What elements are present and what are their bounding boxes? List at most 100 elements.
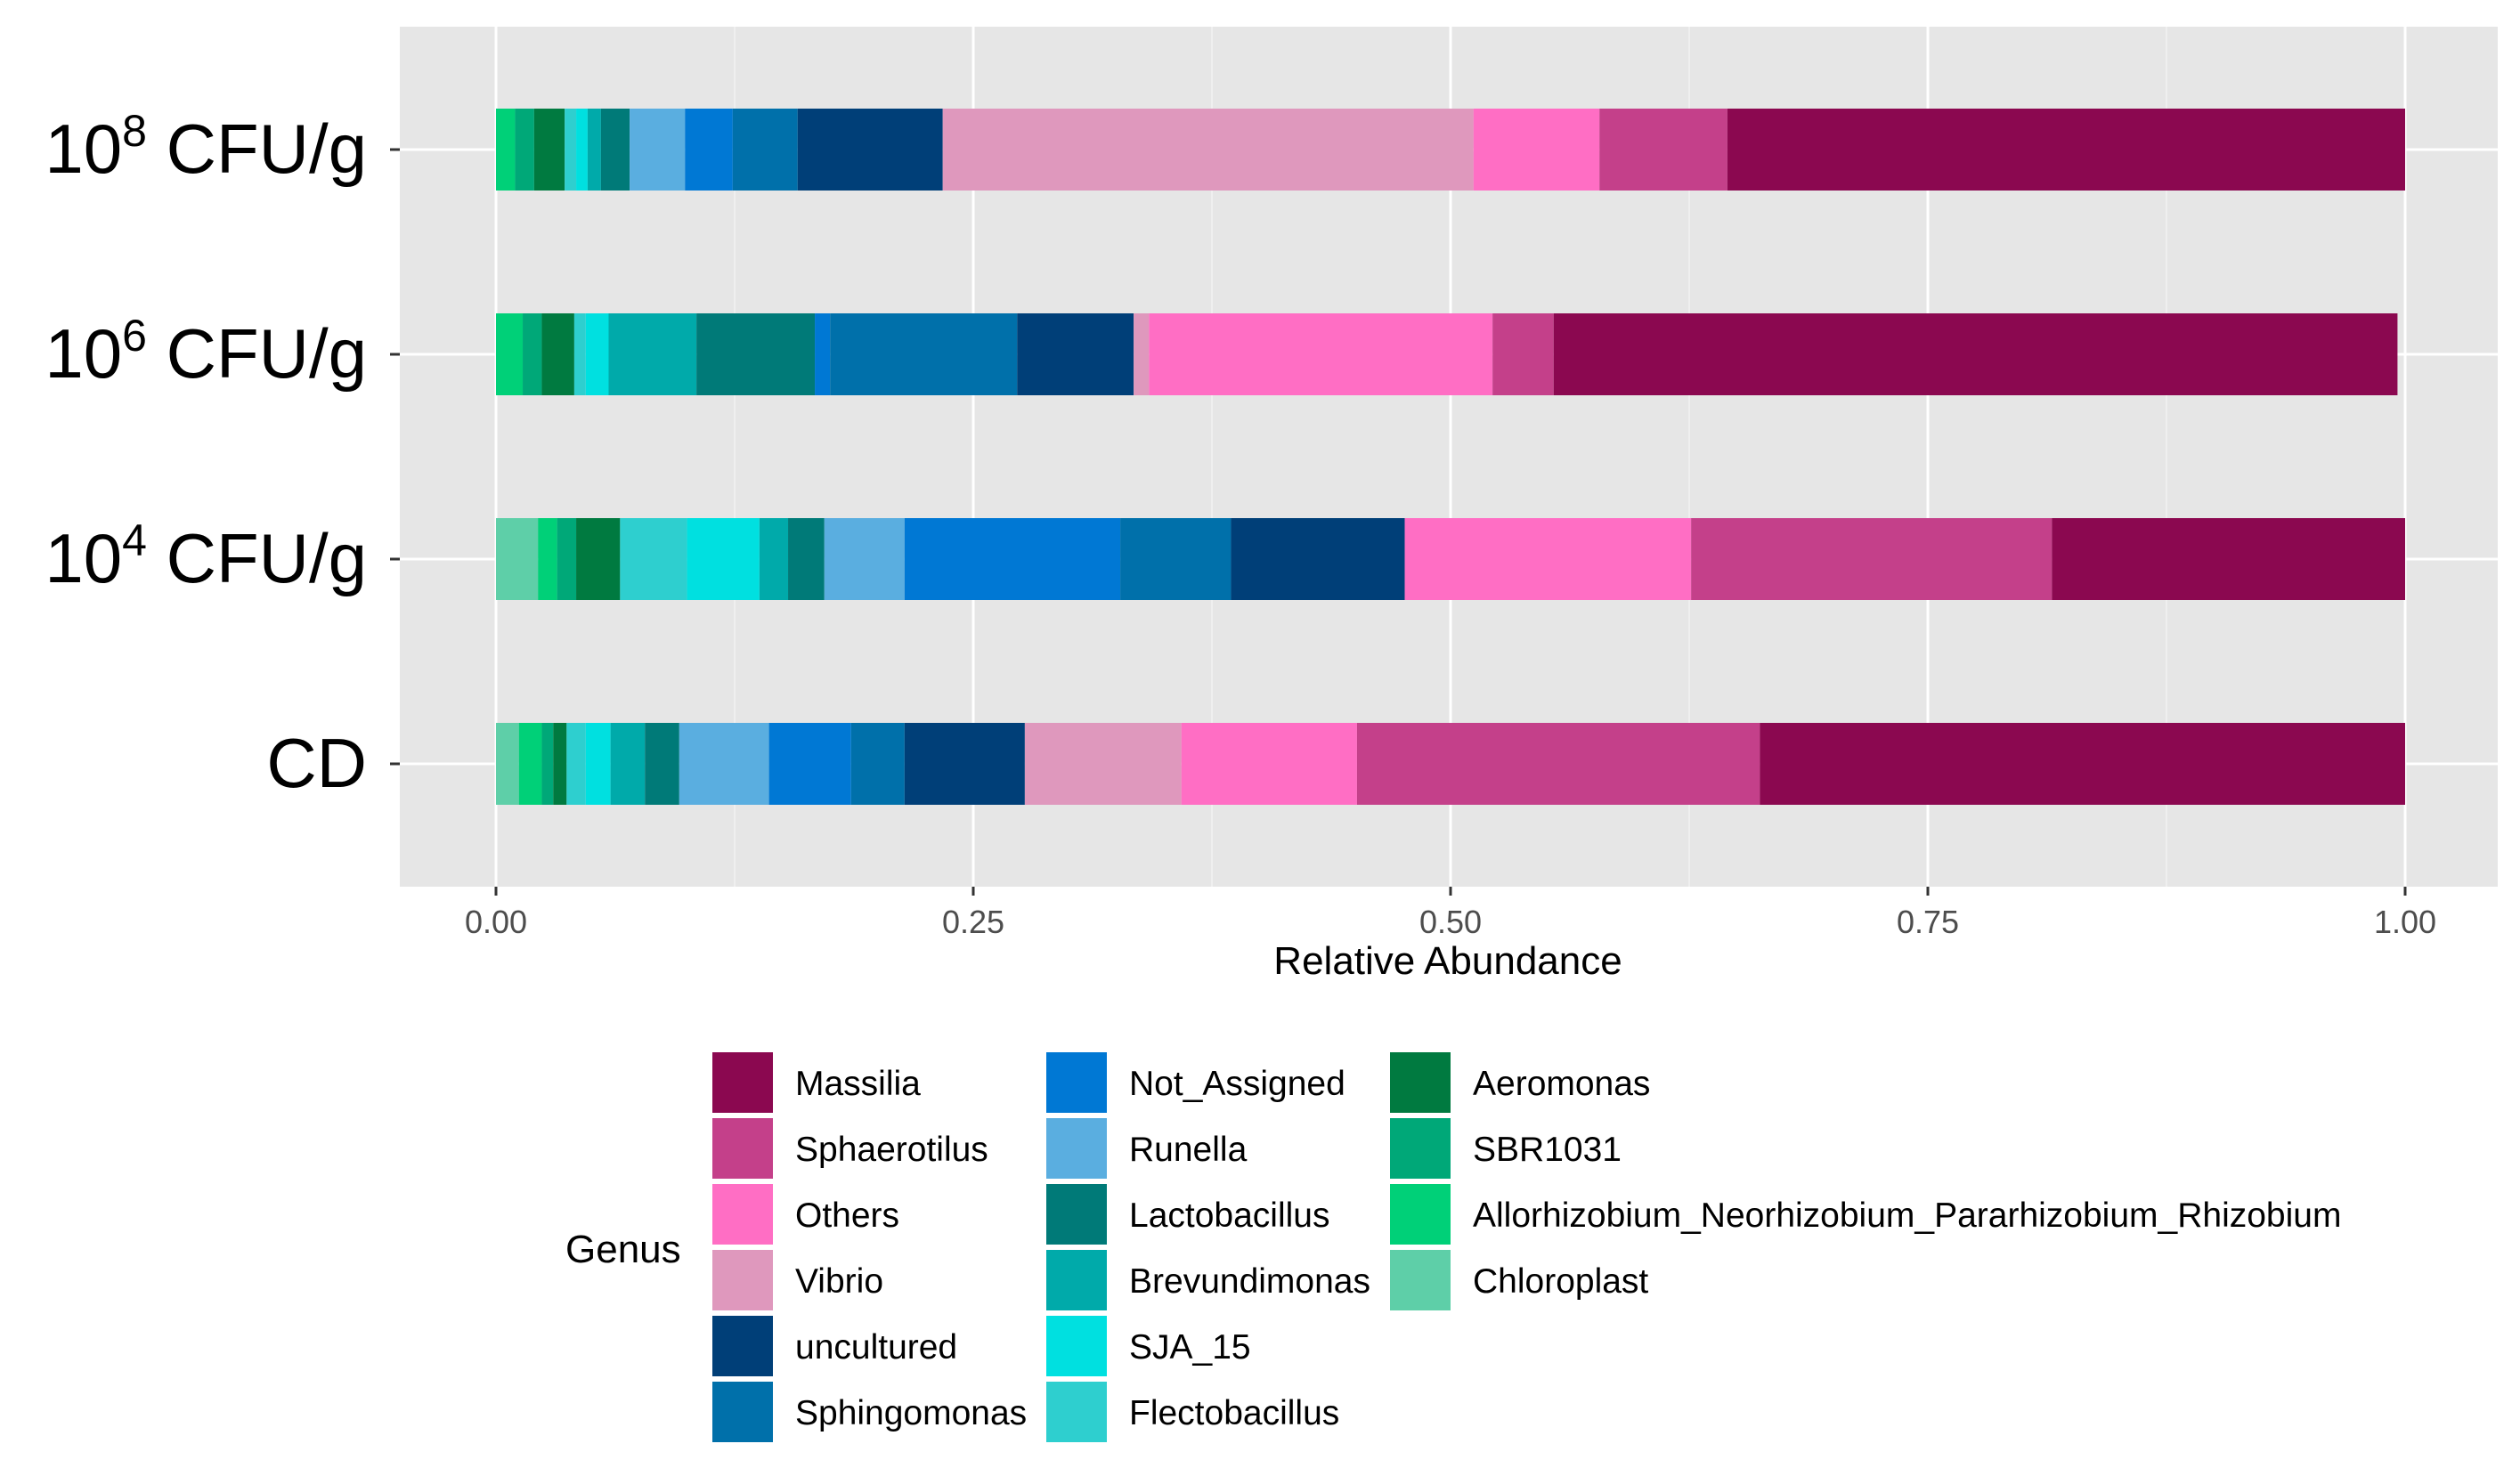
bar-segment-flectobacillus [566, 723, 586, 805]
bar-segment-sphingomonas [830, 313, 1018, 395]
bar-segment-others [1149, 313, 1493, 395]
bar-segment-runella [679, 723, 769, 805]
bar-segment-sphaerotilus [1691, 518, 2053, 600]
bar-segment-sphingomonas [732, 109, 798, 191]
y-category-label: CD [266, 724, 367, 802]
bar-segment-sphaerotilus [1599, 109, 1727, 191]
bar-segment-sbr1031 [541, 723, 554, 805]
bar-segment-others [1181, 723, 1357, 805]
bar-segment-allorhizobium-neorhizobium-pararhizobium-rhizobium [538, 518, 557, 600]
legend-label-flectobacillus: Flectobacillus [1129, 1394, 1339, 1432]
legend-key-sphaerotilus [712, 1118, 773, 1179]
bar-segment-uncultured [1017, 313, 1134, 395]
legend-key-brevundimonas [1046, 1250, 1107, 1310]
x-tick-label: 1.00 [2374, 904, 2436, 940]
bar-segment-sbr1031 [515, 109, 534, 191]
bar-segment-vibrio [1134, 313, 1150, 395]
bar-segment-aeromonas [541, 313, 574, 395]
bar-segment-uncultured [904, 723, 1025, 805]
bar-segment-sphingomonas [850, 723, 905, 805]
legend-key-not-assigned [1046, 1052, 1107, 1113]
bar-segments [496, 109, 2405, 805]
x-tick-label: 0.25 [942, 904, 1004, 940]
bar-segment-not-assigned [768, 723, 851, 805]
legend-label-vibrio: Vibrio [795, 1262, 883, 1301]
bar-segment-others [1473, 109, 1600, 191]
bar-segment-uncultured [797, 109, 943, 191]
legend-key-sbr1031 [1390, 1118, 1451, 1179]
bar-segment-uncultured [1231, 518, 1405, 600]
legend-key-lactobacillus [1046, 1184, 1107, 1245]
bar-segment-sphaerotilus [1492, 313, 1554, 395]
bar-segment-others [1404, 518, 1692, 600]
bar-segment-not-assigned [815, 313, 831, 395]
legend-key-aeromonas [1390, 1052, 1451, 1113]
bar-segment-massilia [1760, 723, 2405, 805]
y-category-label: 106 CFU/g [45, 311, 367, 393]
bar-segment-chloroplast [496, 518, 539, 600]
legend-label-sbr1031: SBR1031 [1473, 1131, 1622, 1169]
bar-segment-brevundimonas [759, 518, 789, 600]
bar-segment-not-assigned [685, 109, 733, 191]
bar-segment-flectobacillus [573, 313, 586, 395]
legend: Genus Massilia Sphaerotilus Others Vibrio unc… [565, 1052, 2341, 1442]
legend-label-others: Others [795, 1196, 899, 1235]
legend-label-uncultured: uncultured [795, 1328, 957, 1367]
legend-label-sphingomonas: Sphingomonas [795, 1394, 1027, 1432]
legend-key-uncultured [712, 1316, 773, 1376]
bar-segment-flectobacillus [565, 109, 577, 191]
x-axis-label: Relative Abundance [1273, 939, 1622, 983]
legend-label-aeromonas: Aeromonas [1473, 1065, 1650, 1103]
bar-segment-aeromonas [576, 518, 621, 600]
bar-segment-aeromonas [553, 723, 567, 805]
bar-segment-sja-15 [687, 518, 760, 600]
bar-segment-lactobacillus [788, 518, 825, 600]
legend-key-vibrio [712, 1250, 773, 1310]
bar-segment-not-assigned [904, 518, 1121, 600]
bar-segment-chloroplast [496, 723, 519, 805]
bar-segment-sbr1031 [523, 313, 542, 395]
legend-key-others [712, 1184, 773, 1245]
legend-key-runella [1046, 1118, 1107, 1179]
bar-segment-runella [824, 518, 905, 600]
legend-key-massilia [712, 1052, 773, 1113]
bar-segment-sja-15 [576, 109, 588, 191]
bar-segment-sphingomonas [1120, 518, 1232, 600]
bar-segment-allorhizobium-neorhizobium-pararhizobium-rhizobium [496, 313, 524, 395]
legend-title: Genus [565, 1228, 681, 1271]
legend-key-flectobacillus [1046, 1382, 1107, 1442]
bar-segment-massilia [2052, 518, 2405, 600]
legend-key-sja-15 [1046, 1316, 1107, 1376]
legend-key-allorhizobium-neorhizobium-pararhizobium-rhizobium [1390, 1184, 1451, 1245]
legend-label-lactobacillus: Lactobacillus [1129, 1196, 1329, 1235]
legend-label-massilia: Massilia [795, 1065, 921, 1103]
x-tick-label: 0.75 [1897, 904, 1959, 940]
bar-segment-sja-15 [585, 723, 611, 805]
bar-segment-allorhizobium-neorhizobium-pararhizobium-rhizobium [518, 723, 542, 805]
legend-label-brevundimonas: Brevundimonas [1129, 1262, 1370, 1301]
legend-label-sphaerotilus: Sphaerotilus [795, 1131, 988, 1169]
legend-label-runella: Runella [1129, 1131, 1248, 1169]
legend-label-chloroplast: Chloroplast [1473, 1262, 1648, 1301]
x-tick-label: 0.50 [1419, 904, 1482, 940]
bar-segment-sja-15 [585, 313, 609, 395]
bar-segment-brevundimonas [587, 109, 601, 191]
y-axis: 108 CFU/g 106 CFU/g 104 CFU/g CD [45, 106, 400, 802]
bar-segment-lactobacillus [696, 313, 816, 395]
bar-segment-lactobacillus [600, 109, 630, 191]
bar-segment-lactobacillus [645, 723, 679, 805]
x-tick-label: 0.00 [465, 904, 527, 940]
bar-segment-vibrio [1024, 723, 1182, 805]
legend-label-not-assigned: Not_Assigned [1129, 1065, 1345, 1103]
bar-segment-sbr1031 [557, 518, 577, 600]
bar-segment-brevundimonas [608, 313, 697, 395]
bar-segment-sphaerotilus [1356, 723, 1760, 805]
bar-segment-flectobacillus [620, 518, 687, 600]
bar-segment-runella [630, 109, 686, 191]
bar-segment-massilia [1553, 313, 2398, 395]
y-category-label: 104 CFU/g [45, 515, 367, 597]
bar-segment-aeromonas [533, 109, 565, 191]
bar-segment-vibrio [942, 109, 1474, 191]
legend-key-chloroplast [1390, 1250, 1451, 1310]
